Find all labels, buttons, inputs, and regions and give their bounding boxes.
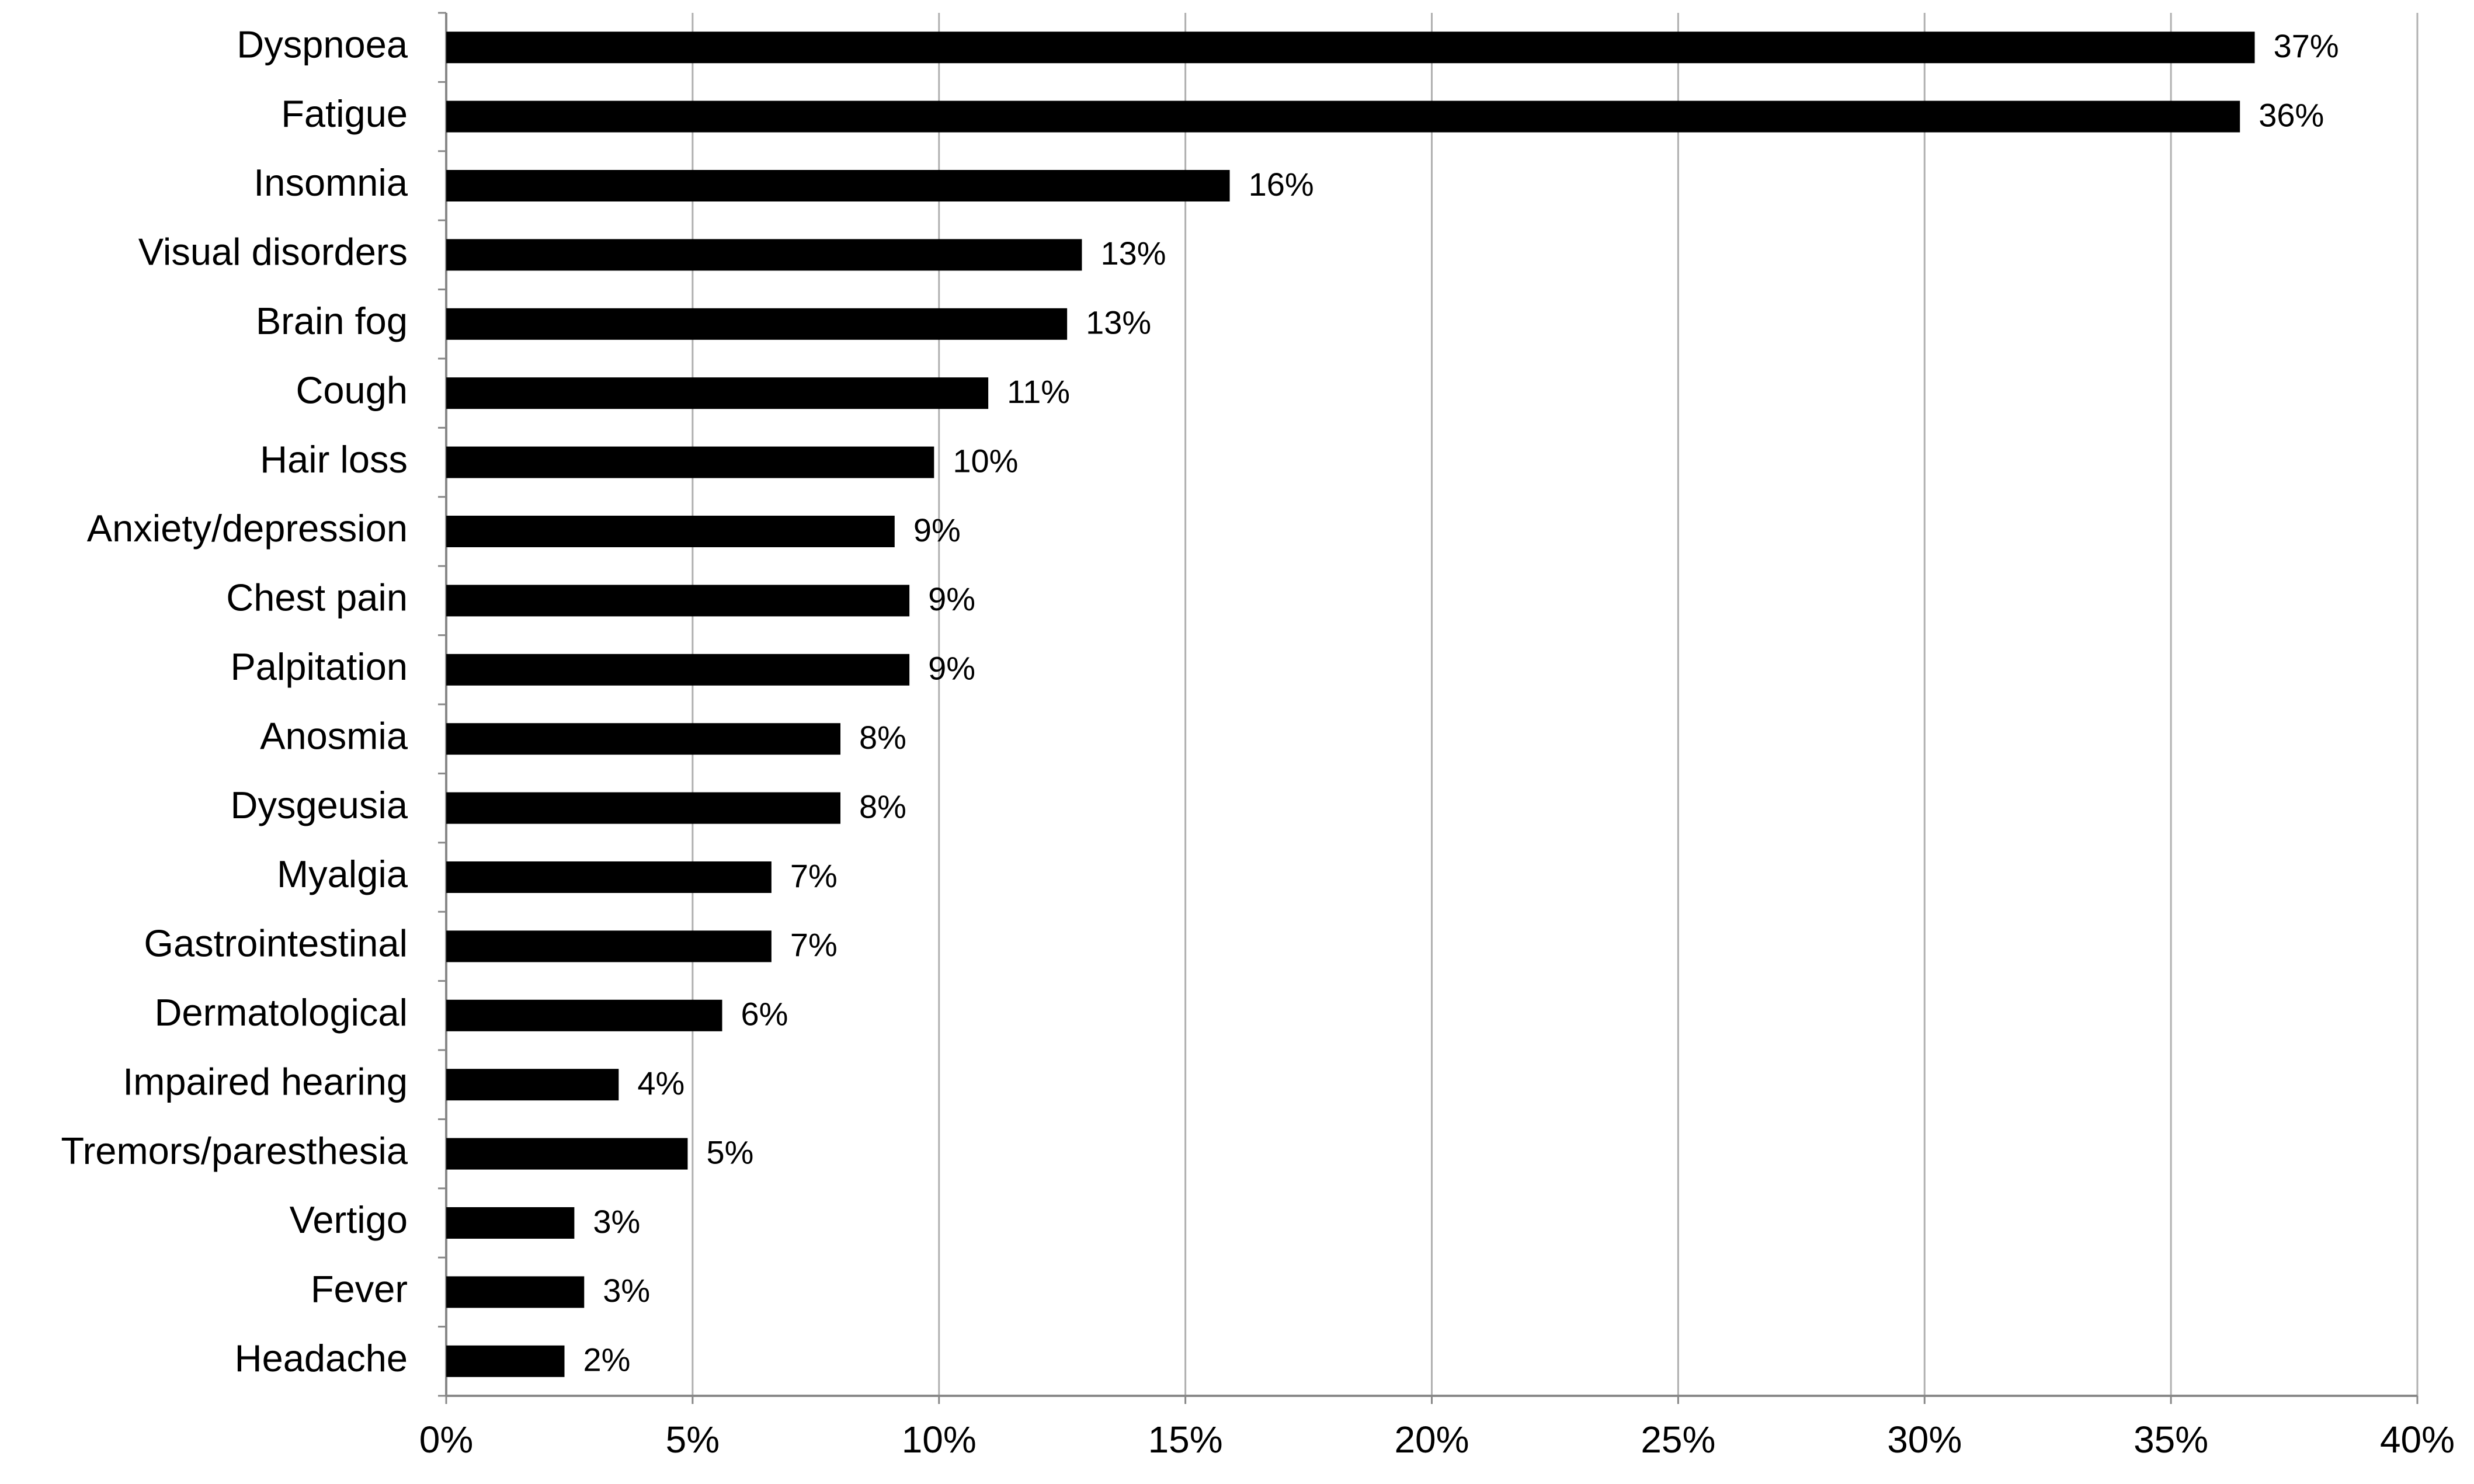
bar <box>446 792 840 824</box>
y-tick-label: Chest pain <box>226 576 408 619</box>
bar <box>446 999 722 1031</box>
y-tick-label: Headache <box>235 1337 408 1379</box>
value-label: 8% <box>859 719 906 756</box>
y-tick-label: Dermatological <box>154 991 408 1034</box>
bar <box>446 308 1068 340</box>
x-tick-label: 0% <box>419 1419 474 1461</box>
y-tick-label: Fatigue <box>281 92 408 135</box>
x-tick-label: 30% <box>1887 1419 1962 1461</box>
bar <box>446 723 840 755</box>
value-label: 10% <box>953 442 1018 479</box>
value-label: 3% <box>603 1272 650 1309</box>
x-tick-label: 40% <box>2380 1419 2455 1461</box>
y-tick-label: Insomnia <box>253 161 408 204</box>
x-tick-label: 20% <box>1394 1419 1469 1461</box>
value-label: 9% <box>913 512 961 548</box>
value-label: 16% <box>1249 166 1314 203</box>
y-tick-label: Hair loss <box>260 438 408 481</box>
bar <box>446 516 895 547</box>
y-tick-label: Dyspnoea <box>237 23 408 65</box>
value-label: 9% <box>928 581 975 617</box>
value-label: 8% <box>859 788 906 825</box>
bar <box>446 1138 688 1170</box>
value-label: 11% <box>1007 373 1070 410</box>
bar <box>446 930 772 962</box>
value-label: 6% <box>741 996 788 1033</box>
y-tick-label: Impaired hearing <box>123 1060 408 1103</box>
y-tick-label: Anxiety/depression <box>87 507 408 550</box>
y-tick-label: Vertigo <box>290 1198 408 1241</box>
bar <box>446 585 910 617</box>
bar <box>446 1276 585 1308</box>
y-tick-label: Palpitation <box>230 645 408 688</box>
x-tick-label: 15% <box>1148 1419 1223 1461</box>
y-tick-label: Visual disorders <box>138 231 408 273</box>
x-tick-label: 25% <box>1641 1419 1715 1461</box>
x-tick-label: 10% <box>902 1419 977 1461</box>
bar <box>446 1207 575 1239</box>
bar <box>446 1345 565 1377</box>
bar <box>446 377 989 409</box>
y-tick-label: Gastrointestinal <box>144 922 408 965</box>
y-tick-label: Tremors/paresthesia <box>61 1129 408 1172</box>
bar <box>446 239 1082 271</box>
value-label: 2% <box>583 1341 631 1378</box>
bar <box>446 100 2240 133</box>
value-label: 13% <box>1100 235 1166 272</box>
value-label: 36% <box>2258 96 2324 133</box>
value-label: 37% <box>2274 27 2339 64</box>
y-tick-label: Cough <box>296 369 408 411</box>
value-label: 13% <box>1086 304 1151 341</box>
value-label: 3% <box>593 1203 640 1240</box>
y-tick-label: Dysgeusia <box>231 784 408 826</box>
y-tick-label: Anosmia <box>260 714 408 757</box>
bar <box>446 170 1230 201</box>
value-label: 5% <box>706 1134 753 1170</box>
bar <box>446 446 934 478</box>
value-label: 7% <box>790 926 838 963</box>
value-label: 9% <box>928 650 975 687</box>
y-tick-label: Myalgia <box>277 853 408 895</box>
bar <box>446 861 772 893</box>
bar <box>446 32 2255 64</box>
bar <box>446 654 910 686</box>
x-tick-label: 5% <box>666 1419 720 1461</box>
value-label: 4% <box>637 1065 684 1101</box>
value-label: 7% <box>790 857 838 894</box>
y-tick-label: Brain fog <box>256 300 408 342</box>
y-tick-label: Fever <box>311 1268 408 1311</box>
x-tick-label: 35% <box>2134 1419 2208 1461</box>
bar <box>446 1069 619 1101</box>
